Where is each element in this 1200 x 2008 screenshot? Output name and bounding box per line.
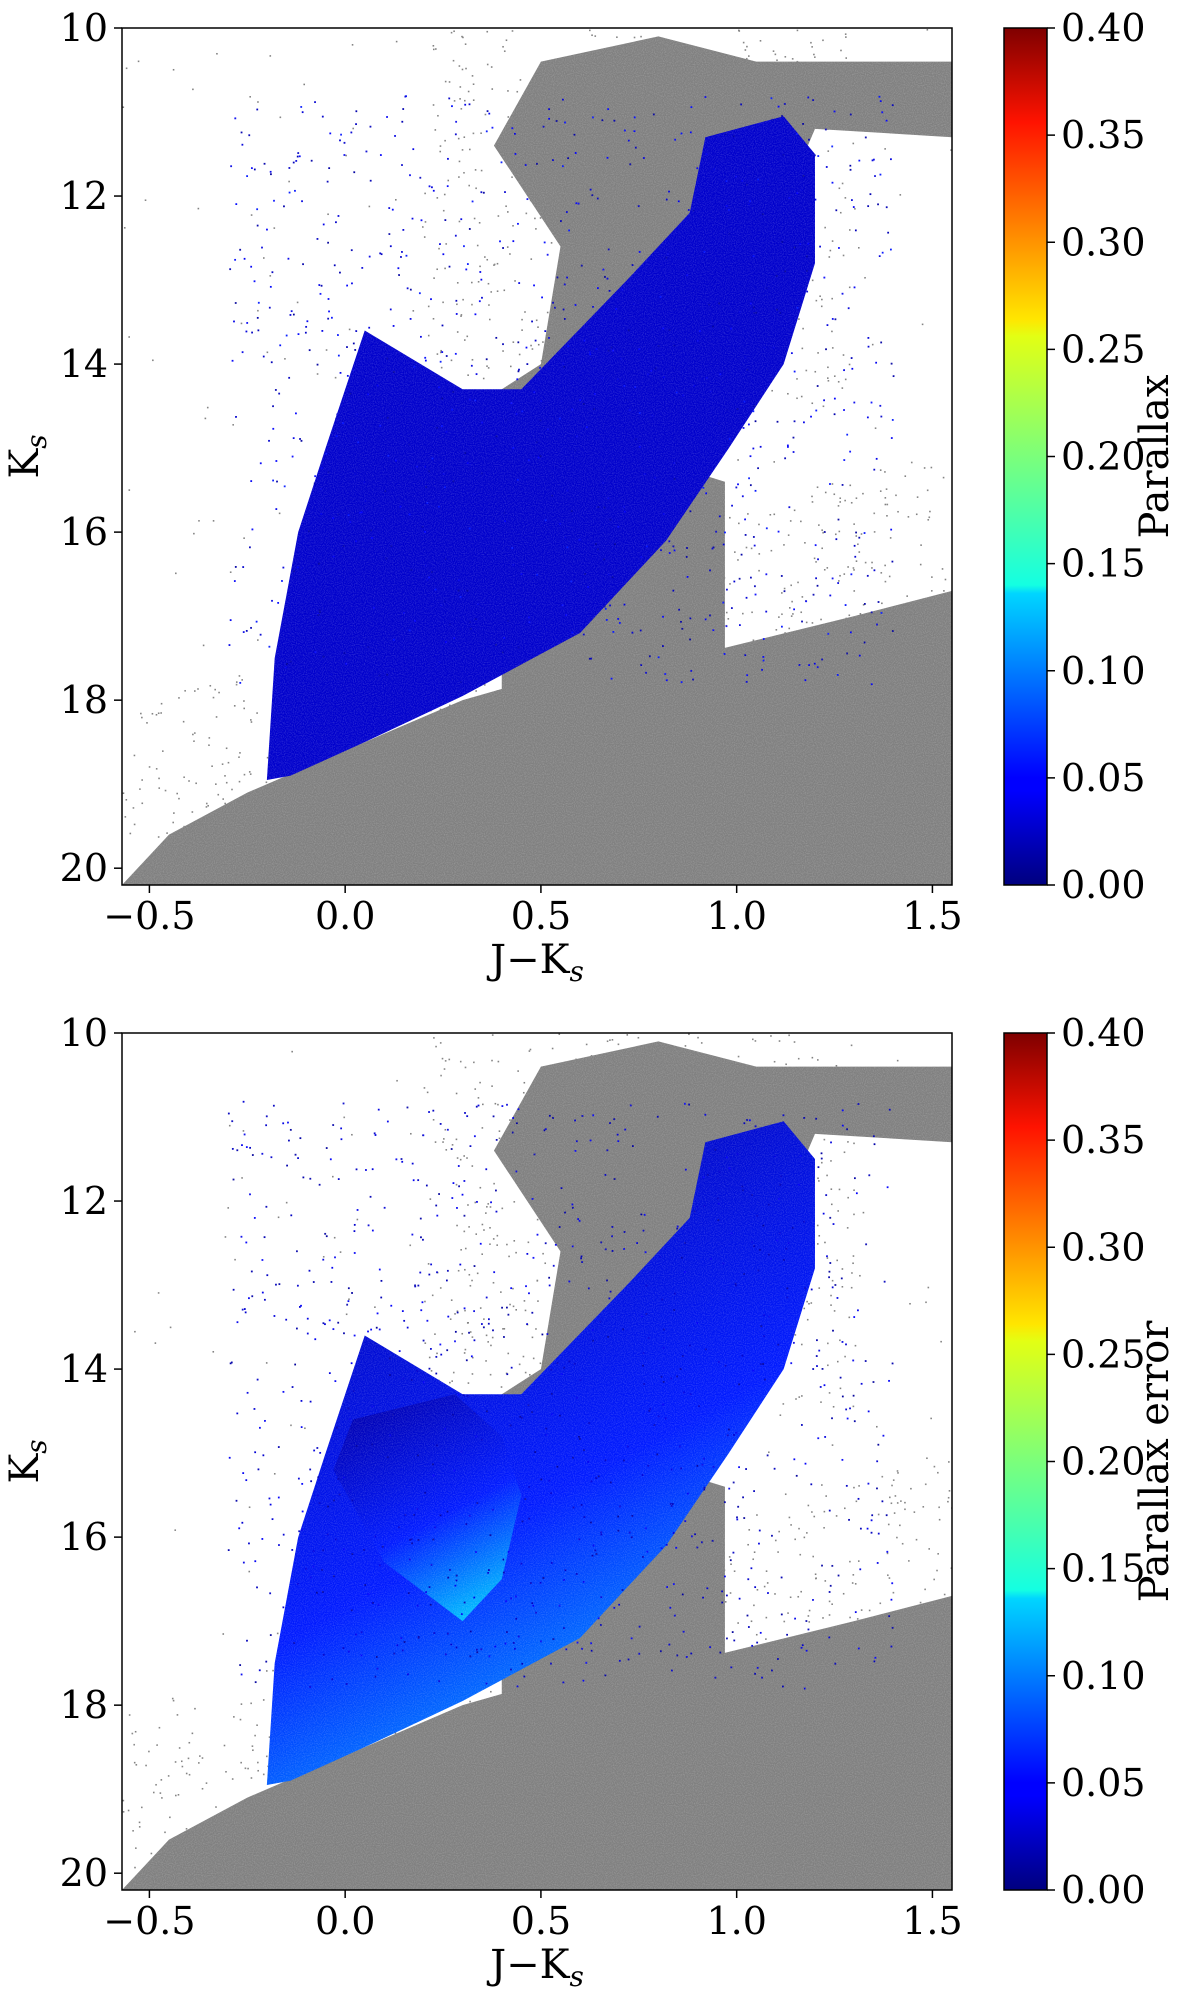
y-tick-label: 18 bbox=[60, 678, 108, 722]
y-tick-label: 12 bbox=[60, 174, 108, 218]
colorbar-tick-label: 0.20 bbox=[1061, 435, 1146, 479]
colorbar-tick-label: 0.25 bbox=[1061, 327, 1146, 371]
x-tick-label: 1.5 bbox=[902, 894, 962, 938]
colorbar-tick-label: 0.10 bbox=[1061, 649, 1146, 693]
axes-frame bbox=[121, 27, 953, 886]
colorbar: 0.00 0.05 0.10 0.15 0.20 0.25 0.30 0.35 0.40 Para… bbox=[1003, 6, 1178, 907]
y-tick-label: 20 bbox=[60, 846, 108, 890]
plot-area bbox=[122, 28, 952, 885]
y-tick-label: 14 bbox=[60, 342, 108, 386]
x-tick-label: −0.5 bbox=[103, 894, 195, 938]
panel-top: −0.5 0.0 0.5 1.0 1.5101214161820J−KsKs0.000.… bbox=[2, 6, 1178, 988]
colorbar-tick-label: 0.05 bbox=[1061, 756, 1146, 800]
x-axis-label: J−Ks bbox=[486, 937, 584, 988]
colorbar-label: Parallax bbox=[1132, 374, 1178, 538]
density-texture bbox=[122, 28, 952, 885]
colorbar-tick-label: 0.30 bbox=[1061, 220, 1146, 264]
colorbar-tick-label: 0.00 bbox=[1061, 863, 1146, 907]
colorbar-tick-label: 0.15 bbox=[1061, 542, 1146, 586]
x-tick-label: 0.0 bbox=[315, 894, 375, 938]
x-tick-label: 1.0 bbox=[706, 894, 766, 938]
colorbar-gradient bbox=[1003, 27, 1048, 886]
colorbar-tick-label: 0.35 bbox=[1061, 113, 1146, 157]
y-axis-label: Ks bbox=[2, 434, 53, 478]
colorbar-tick-label: 0.40 bbox=[1061, 6, 1146, 50]
plot-area bbox=[122, 1033, 952, 1890]
y-tick-label: 10 bbox=[60, 6, 108, 50]
x-tick-label: 0.5 bbox=[511, 894, 571, 938]
y-tick-label: 16 bbox=[60, 510, 108, 554]
panel-bottom: −0.5 0.0 0.5 1.0 1.5101214161820J−KsKs0.000.… bbox=[2, 1011, 1178, 1993]
